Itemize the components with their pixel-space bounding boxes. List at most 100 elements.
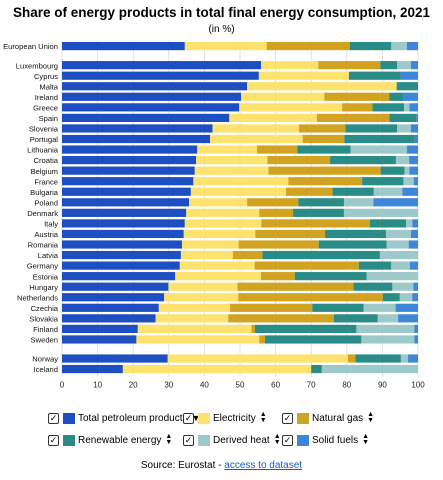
bar-segment [267, 156, 331, 165]
bar-segment [241, 92, 325, 101]
legend-checkbox[interactable]: ✓ [282, 434, 293, 446]
bar-segment [194, 166, 269, 175]
sort-up-down-icon[interactable]: ▲ ▼ [259, 411, 267, 424]
bar-segment [62, 314, 156, 323]
x-tick-label: 40 [200, 381, 209, 390]
bar-segment [179, 261, 255, 270]
category-label: Netherlands [17, 293, 58, 302]
bar-segment [237, 282, 354, 291]
category-label: Finland [33, 325, 58, 334]
category-label: Hungary [29, 283, 58, 292]
bar-segment [363, 303, 396, 312]
bar-segment [285, 187, 333, 196]
sort-up-down-icon[interactable]: ▲ ▼ [273, 433, 281, 446]
x-tick-label: 70 [307, 381, 316, 390]
dataset-link[interactable]: access to dataset [224, 460, 303, 471]
category-label: Iceland [34, 365, 59, 374]
category-label: Slovenia [29, 125, 59, 134]
bar-segment [184, 219, 262, 228]
bar-segment [404, 103, 410, 112]
category-label: Luxembourg [16, 61, 58, 70]
bar-segment [158, 303, 231, 312]
x-tick-label: 80 [342, 381, 351, 390]
category-label: Cyprus [34, 72, 58, 81]
sort-up-down-icon[interactable]: ▲ ▼ [165, 433, 173, 446]
bar-segment [251, 324, 255, 333]
bar-segment [254, 261, 359, 270]
bar-segment [62, 208, 187, 217]
chart-title: Share of energy products in total final … [12, 5, 431, 20]
bar-segment [412, 219, 418, 228]
bar-segment [316, 113, 390, 122]
category-label: France [34, 177, 58, 186]
bar-segment [333, 314, 378, 323]
sort-up-down-icon[interactable]: ▲ ▼ [362, 433, 370, 446]
bar-segment [122, 364, 312, 374]
bar-segment [372, 103, 405, 112]
bar-segment [382, 293, 400, 302]
bar-segment [238, 240, 319, 249]
bar-segment [257, 145, 298, 154]
bar-segment [261, 272, 295, 281]
legend-item[interactable]: ✓ Derived heat ▲ ▼ [183, 433, 281, 447]
bar-segment [400, 354, 409, 363]
bar-segment [62, 134, 211, 144]
bar-segment [402, 187, 418, 196]
legend-label: Derived heat [213, 434, 270, 446]
bar-segment [266, 42, 351, 51]
bar-segment [350, 145, 407, 154]
category-label: Latvia [38, 251, 59, 260]
legend-swatch [198, 434, 210, 446]
chart-subtitle: (in %) [208, 24, 235, 35]
bar-segment [62, 113, 230, 122]
category-label: European Union [3, 42, 58, 51]
category-label: Ireland [35, 93, 58, 102]
sort-up-down-icon[interactable]: ▲ ▼ [367, 411, 375, 424]
legend-checkbox[interactable]: ✓ [282, 412, 293, 424]
stacked-bar-chart: 0 10 20 30 40 50 60 70 80 90 100 European Union Luxe… [3, 41, 425, 390]
bar-segment [414, 335, 418, 344]
legend-checkbox[interactable]: ✓ [183, 412, 194, 424]
bar-segment [398, 314, 418, 323]
bar-segment [62, 324, 138, 333]
bar-segment [389, 92, 404, 101]
category-label: Denmark [27, 209, 58, 218]
legend-item[interactable]: ✓ Solid fuels ▲ ▼ [282, 433, 369, 447]
bar-segment [181, 240, 239, 249]
bar-segment [392, 282, 414, 291]
category-label: Austria [34, 230, 58, 239]
bar-segment [416, 113, 418, 122]
category-label: Croatia [34, 156, 59, 165]
category-label: Czechia [31, 304, 59, 313]
legend-item[interactable]: ✓ Total petroleum products ▼ [48, 411, 200, 425]
category-label: Belgium [31, 167, 58, 176]
bar-segment [325, 229, 386, 239]
bar-segment [406, 145, 418, 154]
bar-segment [403, 92, 418, 101]
bar-segment [62, 229, 184, 239]
legend-checkbox[interactable]: ✓ [48, 434, 59, 446]
bar-segment [409, 166, 418, 175]
bar-segment [62, 103, 240, 112]
legend-swatch [297, 412, 309, 424]
category-label: Germany [27, 262, 58, 271]
category-label: Portugal [30, 135, 59, 144]
bar-segment [62, 272, 176, 281]
bar-segment [321, 364, 418, 374]
category-label: Greece [33, 103, 58, 112]
bar-segment [62, 156, 197, 165]
bar-segment [399, 293, 413, 302]
bar-segment [410, 124, 418, 133]
legend-item[interactable]: ✓ Natural gas ▲ ▼ [282, 411, 374, 425]
bar-segment [348, 71, 401, 80]
bar-segment [297, 145, 351, 154]
bar-segment [62, 42, 185, 51]
sort-down-icon[interactable]: ▼ [191, 413, 201, 423]
bar-segment [380, 166, 405, 175]
legend-checkbox[interactable]: ✓ [183, 434, 194, 446]
legend-item[interactable]: ✓ Renewable energy ▲ ▼ [48, 433, 172, 447]
legend-item[interactable]: ✓ Electricity ▲ ▼ [183, 411, 267, 425]
legend-checkbox[interactable]: ✓ [48, 412, 59, 424]
bar-segment [369, 219, 407, 228]
bar-segment [258, 71, 349, 80]
